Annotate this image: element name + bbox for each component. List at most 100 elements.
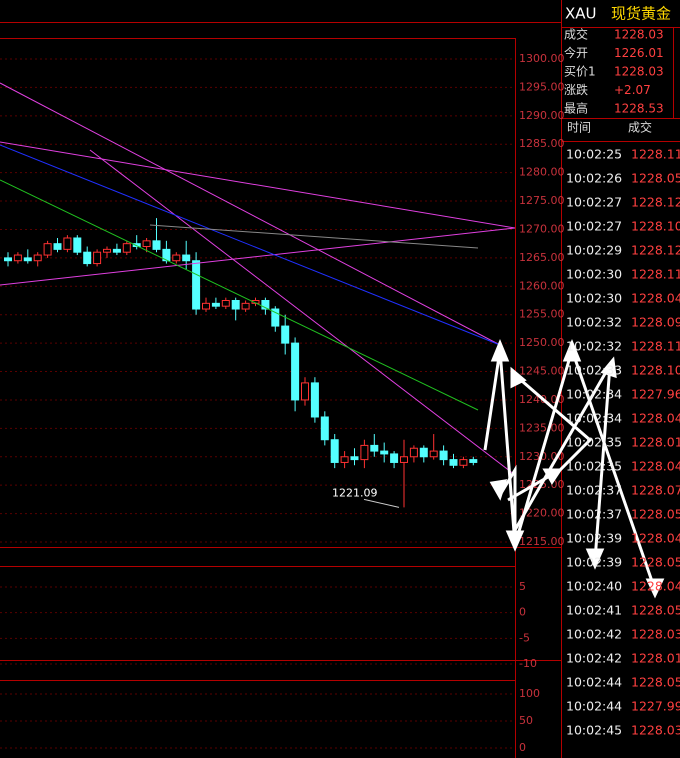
trade-price: 1228.04 [631, 459, 680, 474]
trade-time: 10:02:39 [566, 531, 622, 546]
y-tick-label: 1245.00 [519, 365, 565, 378]
candle-body [182, 254, 191, 262]
trade-price: 1228.01 [631, 435, 680, 450]
candle-body [231, 300, 240, 310]
candle-body [142, 240, 151, 248]
trade-time: 10:02:26 [566, 171, 622, 186]
drawn-lines [0, 82, 516, 476]
candle-body [152, 240, 161, 250]
trade-time: 10:02:32 [566, 315, 622, 330]
candle-body [33, 254, 42, 262]
price-chart: 1300.00 1295.00 1290.00 1285.00 1280.00 1275.… [0, 52, 565, 754]
trade-time: 10:02:30 [566, 267, 622, 282]
candle-body [122, 243, 131, 253]
trade-price: 1228.10 [631, 363, 680, 378]
y-tick-label: 0 [519, 606, 526, 619]
quote-value: +2.07 [614, 83, 651, 97]
candle-body [172, 254, 181, 262]
candle-body [330, 439, 339, 463]
trade-time: 10:02:33 [566, 363, 622, 378]
candle-body [291, 342, 300, 401]
y-tick-label: 1285.00 [519, 137, 565, 150]
y-tick-label: 1300.00 [519, 52, 565, 65]
trade-time: 10:02:42 [566, 651, 622, 666]
candle-body [419, 447, 428, 458]
quote-label: 今开 [564, 45, 588, 60]
y-tick-label: 1295.00 [519, 80, 565, 93]
trade-price: 1228.11 [631, 147, 680, 162]
trade-time: 10:02:45 [566, 723, 622, 738]
trade-time: 10:02:44 [566, 699, 622, 714]
trade-time: 10:02:41 [566, 603, 622, 618]
trade-time: 10:02:42 [566, 627, 622, 642]
y-tick-label: 1250.00 [519, 336, 565, 349]
arrows [483, 339, 665, 599]
candle-body [63, 237, 72, 250]
trade-price: 1228.05 [631, 603, 680, 618]
y-tick-label: 50 [519, 714, 533, 727]
candle-body [469, 459, 478, 463]
y-tick-label: 1290.00 [519, 109, 565, 122]
trade-price: 1228.03 [631, 723, 680, 738]
side-panel: 成交 1228.03 今开 1226.01 买价1 1228.03 涨跌 +2.07 最高 122… [564, 27, 680, 738]
y-tick-label: 1280.00 [519, 166, 565, 179]
trade-time: 10:02:30 [566, 291, 622, 306]
candle-body [132, 243, 141, 248]
trade-price: 1228.05 [631, 171, 680, 186]
candle-body [202, 302, 210, 310]
trade-price: 1228.11 [631, 267, 680, 282]
candle-body [320, 416, 329, 441]
candle-body [429, 450, 438, 458]
y-tick-label: 5 [519, 580, 526, 593]
table-header: 成交 [628, 120, 652, 135]
quote-value: 1228.53 [614, 102, 664, 116]
candle-body [211, 302, 220, 307]
candle-body [340, 456, 349, 463]
trade-price: 1228.07 [631, 483, 680, 498]
trade-time: 10:02:35 [566, 435, 622, 450]
trade-price: 1228.04 [631, 291, 680, 306]
y-tick-label: -10 [519, 657, 537, 670]
quote-value: 1228.03 [614, 28, 664, 42]
quote-label: 成交 [564, 27, 588, 42]
trade-price: 1228.04 [631, 411, 680, 426]
trade-time: 10:02:34 [566, 411, 622, 426]
trade-time: 10:02:39 [566, 555, 622, 570]
candle-body [13, 254, 22, 262]
y-tick-label: 1255.00 [519, 308, 565, 321]
trade-time: 10:02:29 [566, 243, 622, 258]
candle-body [162, 248, 171, 262]
candle-body [350, 456, 359, 461]
trade-time: 10:02:25 [566, 147, 622, 162]
y-tick-label: 1260.00 [519, 279, 565, 292]
trade-price: 1228.01 [631, 651, 680, 666]
candle-body [449, 459, 458, 466]
y-tick-label: 1270.00 [519, 222, 565, 235]
candle-body [409, 447, 418, 458]
candle-body [380, 450, 389, 455]
trade-price: 1227.99 [631, 699, 680, 714]
y-tick-label: -5 [519, 631, 530, 644]
candle-body [103, 248, 111, 253]
candle-body [192, 260, 201, 310]
table-header: 时间 [567, 121, 591, 135]
trade-price: 1228.10 [631, 219, 680, 234]
annotation-line [363, 498, 400, 508]
trade-price: 1228.05 [631, 675, 680, 690]
trade-price: 1228.12 [631, 195, 680, 210]
low-annotation: 1221.09 [332, 486, 378, 499]
trade-price: 1228.04 [631, 531, 680, 546]
candle-body [83, 251, 92, 265]
y-tick-label: 1220.00 [519, 507, 565, 520]
candle-body [93, 251, 102, 265]
trade-price: 1227.96 [631, 387, 680, 402]
trade-price: 1228.11 [631, 339, 680, 354]
candle-body [370, 444, 379, 452]
candle-body [459, 459, 468, 466]
candle-body [221, 300, 230, 307]
y-tick-label: 1215.00 [519, 535, 565, 548]
candle-body [53, 243, 62, 250]
candle-body [281, 325, 290, 344]
